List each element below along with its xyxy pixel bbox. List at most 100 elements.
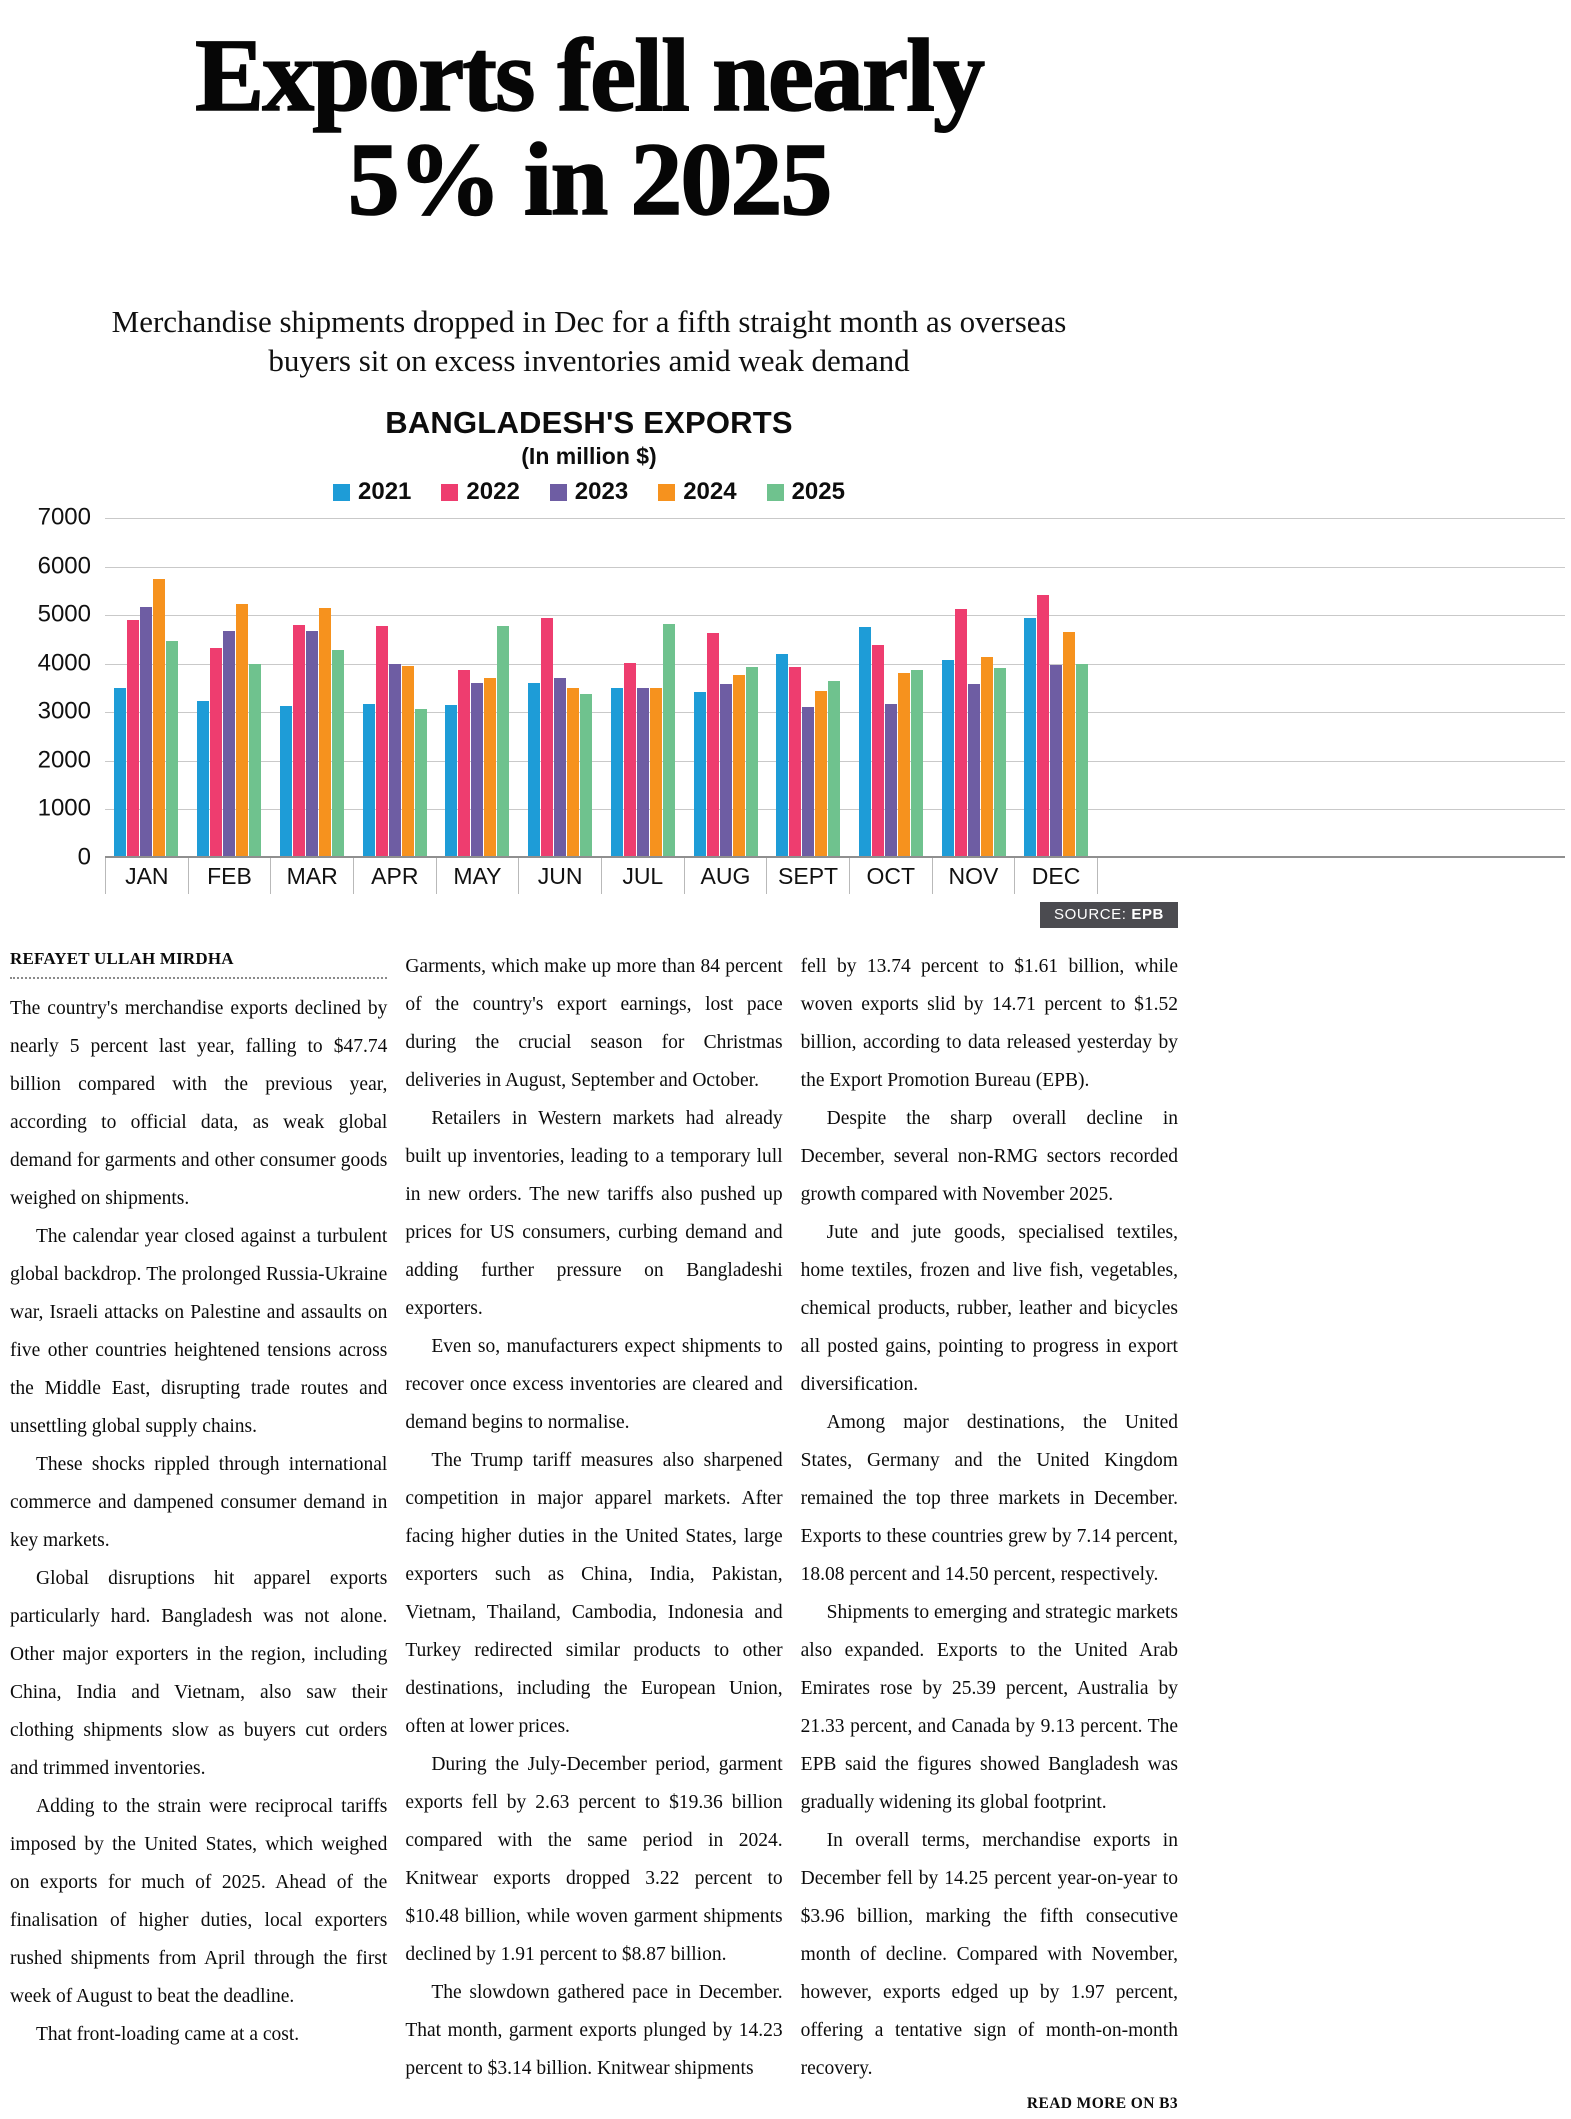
paragraph-col3-5: Shipments to emerging and strategic mark… <box>800 1602 1178 1814</box>
paragraph-col2-4: The Trump tariff measures also sharpened… <box>405 1450 783 1738</box>
gridline-7000 <box>105 518 1565 520</box>
x-label-sept: SEPT <box>766 858 849 895</box>
bar-2021-aug <box>693 692 706 857</box>
bar-2023-jun <box>554 678 567 857</box>
bar-2021-dec <box>1024 618 1037 857</box>
bar-group-jul <box>601 518 684 857</box>
paragraph-col2-3: Even so, manufacturers expect shipments … <box>405 1336 783 1434</box>
chart-title: BANGLADESH'S EXPORTS <box>385 405 793 441</box>
gridline-6000 <box>105 566 1565 568</box>
source-value: EPB <box>1131 906 1164 924</box>
bar-2021-feb <box>197 701 210 857</box>
bar-2024-aug <box>732 675 745 857</box>
bar-2023-jul <box>636 688 649 857</box>
paragraph-col3-3: Jute and jute goods, specialised textile… <box>800 1222 1178 1396</box>
bar-2023-may <box>471 683 484 857</box>
bar-2022-nov <box>954 609 967 857</box>
paragraph-col3-6: In overall terms, merchandise exports in… <box>800 1830 1178 2080</box>
bar-2022-dec <box>1037 595 1050 857</box>
bar-2023-aug <box>719 684 732 857</box>
bar-2023-mar <box>305 631 318 857</box>
paragraph-group-2: Garments, which make up more than 84 per… <box>405 948 782 2088</box>
paragraph-col3-4: Among major destinations, the United Sta… <box>800 1412 1178 1586</box>
legend-item-2021: 2021 <box>333 478 411 506</box>
paragraph-col2-6: The slowdown gathered pace in December. … <box>405 1982 783 2080</box>
bars-region <box>105 518 1098 857</box>
bar-2025-dec <box>1076 664 1089 857</box>
bar-2025-jul <box>662 624 675 857</box>
paragraph-col1-3: These shocks rippled through internation… <box>10 1454 388 1552</box>
legend-swatch-2023 <box>549 483 567 501</box>
paragraph-group-3: fell by 13.74 percent to $1.61 billion, … <box>801 948 1178 2088</box>
byline-block: REFAYET ULLAH MIRDHA <box>10 948 388 980</box>
source-row: SOURCE: EPB <box>0 902 1178 929</box>
bar-2022-jul <box>623 663 636 857</box>
y-axis: 7000 6000 5000 4000 3000 2000 1000 0 <box>0 503 105 870</box>
bar-group-apr <box>353 518 436 857</box>
paragraph-col3-2: Despite the sharp overall decline in Dec… <box>800 1108 1178 1206</box>
byline: REFAYET ULLAH MIRDHA <box>10 949 234 969</box>
paragraph-col2-1: Garments, which make up more than 84 per… <box>405 956 783 1092</box>
bar-2022-mar <box>292 625 305 857</box>
legend-label-2022: 2022 <box>466 478 520 506</box>
bar-2021-sept <box>776 654 789 857</box>
bar-2025-apr <box>414 709 427 857</box>
bar-2024-jul <box>649 688 662 857</box>
bar-group-oct <box>850 518 933 857</box>
bar-2022-sept <box>789 667 802 857</box>
bar-2024-feb <box>236 604 249 857</box>
bar-2025-feb <box>249 664 262 857</box>
article-column-2: Garments, which make up more than 84 per… <box>405 948 782 2116</box>
bar-2024-apr <box>401 666 414 857</box>
bar-2022-aug <box>706 633 719 857</box>
paragraph-col1-2: The calendar year closed against a turbu… <box>10 1226 388 1438</box>
x-label-apr: APR <box>352 858 436 895</box>
chart-body: 7000 6000 5000 4000 3000 2000 1000 0 <box>0 503 1571 870</box>
x-label-dec: DEC <box>1014 858 1098 895</box>
bar-2025-sept <box>828 681 841 857</box>
x-axis-labels: JAN FEB MAR APR MAY JUN JUL AUG SEPT OCT NOV DEC <box>105 858 1098 895</box>
headline-line2: 5% in 2025 <box>347 122 833 237</box>
article-body: REFAYET ULLAH MIRDHA The country's merch… <box>0 948 1178 2116</box>
paragraph-col2-5: During the July-December period, garment… <box>405 1754 783 1966</box>
read-more-link[interactable]: READ MORE ON B3 <box>1026 2095 1178 2113</box>
legend-item-2023: 2023 <box>549 478 628 506</box>
article-column-3: fell by 13.74 percent to $1.61 billion, … <box>801 948 1178 2116</box>
bar-2025-oct <box>910 670 923 857</box>
paragraph-col1-6: That front-loading came at a cost. <box>36 2024 300 2046</box>
bar-2025-nov <box>993 668 1006 857</box>
bar-2024-mar <box>318 608 331 857</box>
y-axis-label-6000: 6000 <box>37 552 91 580</box>
y-axis-label-1000: 1000 <box>37 794 91 822</box>
legend-item-2022: 2022 <box>441 478 520 506</box>
paragraph-col1-5: Adding to the strain were reciprocal tar… <box>10 1796 388 2008</box>
x-axis: JAN FEB MAR APR MAY JUN JUL AUG SEPT OCT NOV DEC <box>0 858 1571 895</box>
bar-2023-jan <box>140 607 153 857</box>
bar-2024-may <box>484 678 497 857</box>
bar-group-aug <box>684 518 767 857</box>
bar-group-mar <box>270 518 353 857</box>
bar-2021-jul <box>610 688 623 857</box>
bar-group-nov <box>932 518 1015 857</box>
legend-swatch-2021 <box>333 483 351 501</box>
bar-2021-nov <box>941 660 954 857</box>
y-axis-label-5000: 5000 <box>37 600 91 628</box>
source-badge: SOURCE: EPB <box>1040 902 1178 929</box>
bar-group-jan <box>105 518 188 857</box>
legend-item-2024: 2024 <box>658 478 737 506</box>
headline-line1: Exports fell nearly <box>194 18 986 133</box>
x-label-nov: NOV <box>931 858 1015 895</box>
y-axis-label-2000: 2000 <box>37 746 91 774</box>
y-axis-label-7000: 7000 <box>37 503 91 531</box>
bar-2024-oct <box>897 673 910 857</box>
bar-2021-apr <box>362 704 375 857</box>
source-label: SOURCE: <box>1054 906 1127 924</box>
bar-2025-may <box>497 626 510 857</box>
chart-header: BANGLADESH'S EXPORTS (In million $) 2021… <box>0 405 1178 506</box>
legend-label-2025: 2025 <box>791 478 845 506</box>
gridline-5000 <box>105 615 1565 617</box>
chart-subtitle: (In million $) <box>521 443 657 470</box>
paragraph-col3-1: fell by 13.74 percent to $1.61 billion, … <box>800 956 1178 1092</box>
paragraph-group-1: The country's merchandise exports declin… <box>10 990 387 2054</box>
bar-2025-jun <box>580 694 593 857</box>
